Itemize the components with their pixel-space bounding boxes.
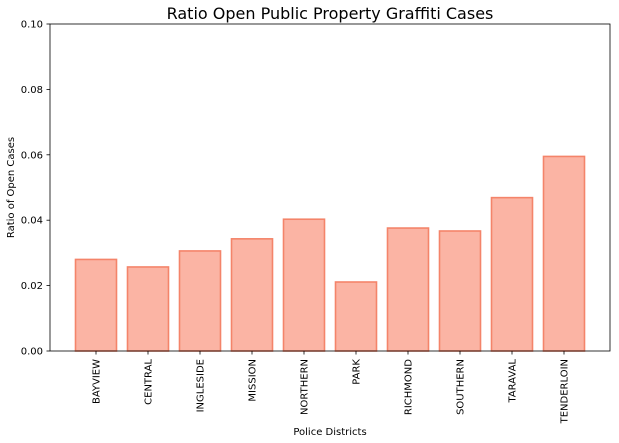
x-tick-label: MISSION xyxy=(248,359,259,402)
y-tick-label: 0.08 xyxy=(21,85,43,96)
bar-richmond xyxy=(386,227,430,352)
y-tick-label: 0.00 xyxy=(21,347,43,358)
y-tick-label: 0.02 xyxy=(21,281,43,292)
bar-bayview xyxy=(74,258,118,352)
x-tick-label: NORTHERN xyxy=(300,359,311,415)
x-axis-label: Police Districts xyxy=(293,427,366,438)
x-tick-label: INGLESIDE xyxy=(196,359,207,412)
bar-southern xyxy=(438,230,482,352)
x-tick-label: TARAVAL xyxy=(508,359,519,404)
x-tick-label: PARK xyxy=(352,359,363,385)
bar-central xyxy=(126,266,170,352)
x-tick-label: SOUTHERN xyxy=(456,359,467,415)
y-axis-label: Ratio of Open Cases xyxy=(6,137,17,238)
bar-taraval xyxy=(490,196,534,352)
bar-ingleside xyxy=(178,250,222,352)
bar-northern xyxy=(282,218,326,352)
y-tick-label: 0.04 xyxy=(21,216,43,227)
bar-park xyxy=(334,281,378,352)
y-tick-label: 0.10 xyxy=(21,20,43,31)
bar-tenderloin xyxy=(542,155,586,352)
x-tick-label: BAYVIEW xyxy=(92,359,103,404)
chart-title: Ratio Open Public Property Graffiti Case… xyxy=(167,4,494,23)
bar-mission xyxy=(230,238,274,352)
y-axis-ticks: 0.00 0.02 0.04 0.06 0.08 0.10 xyxy=(21,20,50,358)
y-tick-label: 0.06 xyxy=(21,150,43,161)
x-tick-label: CENTRAL xyxy=(144,359,155,405)
x-tick-label: RICHMOND xyxy=(404,359,415,415)
bars-group xyxy=(74,155,586,352)
x-tick-label: TENDERLOIN xyxy=(560,359,571,424)
plot-frame xyxy=(49,23,611,352)
x-axis-ticks: BAYVIEW CENTRAL INGLESIDE MISSION NORTHERN PA… xyxy=(92,351,571,424)
